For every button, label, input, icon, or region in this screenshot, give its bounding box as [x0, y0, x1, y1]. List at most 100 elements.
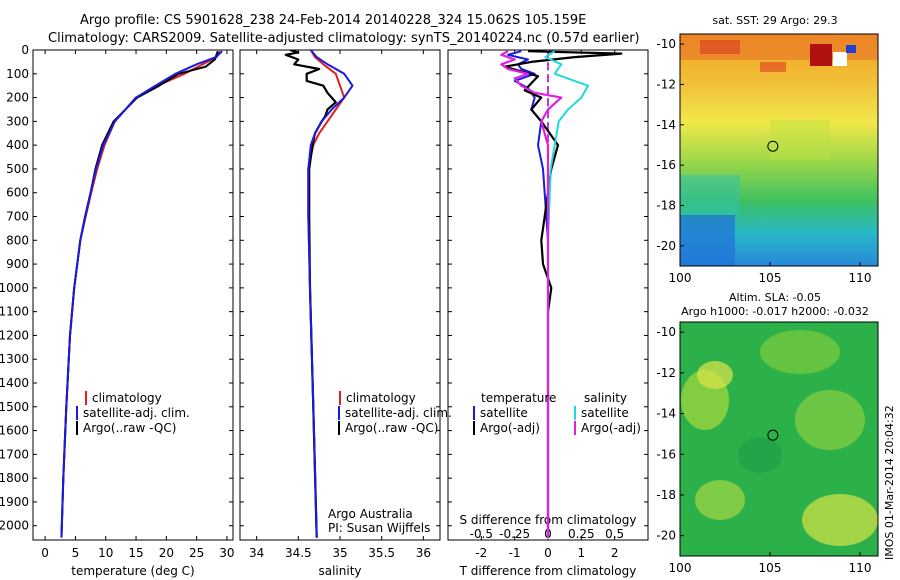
legend-sat-label: satellite-adj. clim.: [345, 406, 452, 420]
difference-x-axis: -2 -1 0 1 2: [475, 50, 618, 560]
legend-t-argo-label: Argo(-adj): [480, 421, 540, 435]
map-x-tick-label: 105: [759, 561, 782, 575]
temperature-tick-label: 25: [189, 546, 204, 560]
map-x-tick-label: 110: [849, 561, 872, 575]
note-pi-name: PI: Susan Wijffels: [328, 521, 430, 535]
map-x-tick-label: 100: [669, 561, 692, 575]
map-x-tick-label: 100: [669, 271, 692, 285]
depth-tick-label: 1000: [0, 281, 29, 295]
s-difference-tick-label: 0.5: [605, 527, 624, 541]
depth-tick-label: 1900: [0, 495, 29, 509]
depth-tick-label: 1100: [0, 305, 29, 319]
imos-timestamp: IMOS 01-Mar-2014 20:04:32: [883, 405, 896, 560]
difference-x2-axis: -0.5-0.2500.250.5: [470, 527, 625, 541]
legend-temperature-header: temperature: [481, 391, 556, 405]
map-y-tick-label: -12: [656, 366, 676, 380]
map-y-tick-label: -16: [656, 447, 676, 461]
legend-argo-label: Argo(..raw -QC): [345, 421, 438, 435]
map-y-tick-label: -20: [656, 529, 676, 543]
depth-tick-label: 800: [6, 233, 29, 247]
map-y-tick-label: -20: [656, 239, 676, 253]
map-x-tick-label: 110: [849, 271, 872, 285]
salinity-tick-label: 35.5: [368, 546, 395, 560]
temperature-tick-label: 5: [72, 546, 80, 560]
depth-tick-label: 1700: [0, 447, 29, 461]
sla-patches: [681, 330, 878, 546]
temperature-tick-label: 30: [219, 546, 234, 560]
temperature-satellite-line: [60, 50, 223, 538]
s-difference-tick-label: -0.5: [470, 527, 493, 541]
map-y-tick-label: -14: [656, 118, 676, 132]
temperature-argo-line: [60, 50, 219, 536]
sst-map-title: sat. SST: 29 Argo: 29.3: [712, 14, 837, 27]
sla-map-axes: 100 105 110 -10 -12 -14 -16 -18 -20: [656, 325, 871, 575]
salinity-x-axis: 34 34.5 35 35.5 36: [249, 50, 431, 560]
depth-axis: 0 100 200 300 400 500 600 700 800 900 1000 1100 1200…: [0, 43, 648, 533]
sst-map-axes: 100 105 110 -10 -12 -14 -16 -18 -20: [656, 37, 871, 285]
temperature-tick-label: 20: [159, 546, 174, 560]
legend-s-sat-label: satellite: [581, 406, 629, 420]
depth-tick-label: 700: [6, 210, 29, 224]
sst-map-frame: [679, 33, 879, 267]
difference-series: [500, 50, 623, 538]
sst-patches: [680, 34, 878, 266]
map-y-tick-label: -10: [656, 325, 676, 339]
depth-tick-label: 1300: [0, 352, 29, 366]
legend-t-sat-label: satellite: [480, 406, 528, 420]
s-diff-argo-line: [500, 50, 563, 538]
sla-float-marker: [767, 429, 779, 441]
depth-tick-label: 600: [6, 186, 29, 200]
depth-tick-label: 1500: [0, 400, 29, 414]
temperature-series: [60, 50, 223, 538]
difference-legend: temperature salinity satellite Argo(-adj…: [473, 391, 641, 435]
s-difference-tick-label: 0.25: [568, 527, 595, 541]
sla-map-title-2: Argo h1000: -0.017 h2000: -0.032: [681, 305, 869, 318]
sla-map-title-1: Altim. SLA: -0.05: [729, 291, 821, 304]
header-line-1: Argo profile: CS 5901628_238 24-Feb-2014…: [80, 13, 586, 28]
sst-float-marker: [767, 140, 779, 152]
legend-s-argo-label: Argo(-adj): [581, 421, 641, 435]
salinity-climatology-line: [307, 50, 346, 538]
depth-tick-label: 400: [6, 138, 29, 152]
map-y-tick-label: -10: [656, 37, 676, 51]
legend-sat-label: satellite-adj. clim.: [83, 406, 190, 420]
temperature-tick-label: 10: [98, 546, 113, 560]
difference-xlabel: T difference from climatology: [459, 564, 637, 578]
t-difference-tick-label: -2: [475, 546, 487, 560]
legend-clim-label: climatology: [92, 391, 162, 405]
temperature-tick-label: 15: [128, 546, 143, 560]
depth-tick-label: 500: [6, 162, 29, 176]
depth-tick-label: 0: [21, 43, 29, 57]
depth-tick-label: 900: [6, 257, 29, 271]
salinity-xlabel: salinity: [318, 564, 361, 578]
depth-tick-label: 100: [6, 67, 29, 81]
legend-clim-label: climatology: [346, 391, 416, 405]
t-difference-tick-label: -1: [509, 546, 521, 560]
depth-tick-label: 200: [6, 91, 29, 105]
depth-tick-label: 2000: [0, 519, 29, 533]
depth-tick-label: 1400: [0, 376, 29, 390]
sst-map: 100 105 110 -10 -12 -14 -16 -18 -20: [656, 33, 879, 285]
legend-argo-label: Argo(..raw -QC): [83, 421, 176, 435]
depth-tick-label: 300: [6, 114, 29, 128]
t-difference-tick-label: 2: [611, 546, 619, 560]
map-x-tick-label: 105: [759, 271, 782, 285]
t-diff-argo-line: [503, 50, 623, 538]
map-y-tick-label: -12: [656, 77, 676, 91]
t-difference-tick-label: 0: [544, 546, 552, 560]
salinity-tick-label: 34: [249, 546, 264, 560]
legend-salinity-header: salinity: [584, 391, 627, 405]
depth-tick-label: 1600: [0, 424, 29, 438]
salinity-satellite-line: [307, 50, 354, 538]
salinity-tick-label: 36: [416, 546, 431, 560]
temperature-tick-label: 0: [41, 546, 49, 560]
salinity-tick-label: 34.5: [285, 546, 312, 560]
temperature-xlabel: temperature (deg C): [71, 564, 194, 578]
sla-map-frame: [679, 321, 879, 557]
t-difference-tick-label: 1: [578, 546, 586, 560]
map-y-tick-label: -18: [656, 488, 676, 502]
depth-tick-label: 1200: [0, 328, 29, 342]
header-line-2: Climatology: CARS2009. Satellite-adjuste…: [48, 31, 640, 46]
s-diff-satellite-line: [544, 50, 589, 538]
